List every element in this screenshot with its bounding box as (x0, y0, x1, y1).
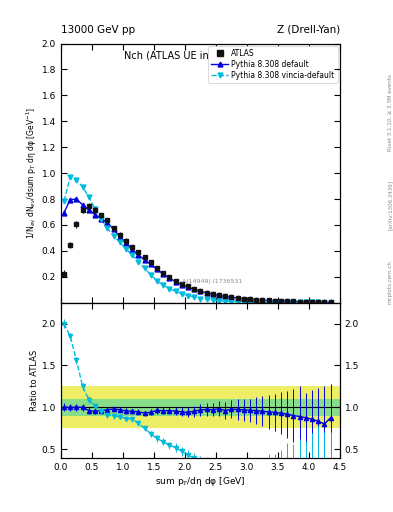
Text: mcplots.cern.ch: mcplots.cern.ch (387, 260, 392, 304)
Text: 13000 GeV pp: 13000 GeV pp (61, 25, 135, 35)
Y-axis label: Ratio to ATLAS: Ratio to ATLAS (30, 350, 39, 411)
Text: A(14949) I1736531: A(14949) I1736531 (182, 279, 242, 284)
Text: Nch (ATLAS UE in Z production): Nch (ATLAS UE in Z production) (123, 51, 277, 61)
Text: Rivet 3.1.10, ≥ 3.3M events: Rivet 3.1.10, ≥ 3.3M events (387, 74, 392, 151)
Y-axis label: 1/N$_{ev}$ dN$_{ev}$/dsum p$_T$ dη dφ [GeV$^{-1}$]: 1/N$_{ev}$ dN$_{ev}$/dsum p$_T$ dη dφ [G… (24, 107, 39, 239)
X-axis label: sum p$_T$/dη dφ [GeV]: sum p$_T$/dη dφ [GeV] (155, 475, 246, 488)
Text: Z (Drell-Yan): Z (Drell-Yan) (277, 25, 340, 35)
Text: [arXiv:1306.3436]: [arXiv:1306.3436] (387, 180, 392, 230)
Legend: ATLAS, Pythia 8.308 default, Pythia 8.308 vincia-default: ATLAS, Pythia 8.308 default, Pythia 8.30… (208, 46, 338, 83)
